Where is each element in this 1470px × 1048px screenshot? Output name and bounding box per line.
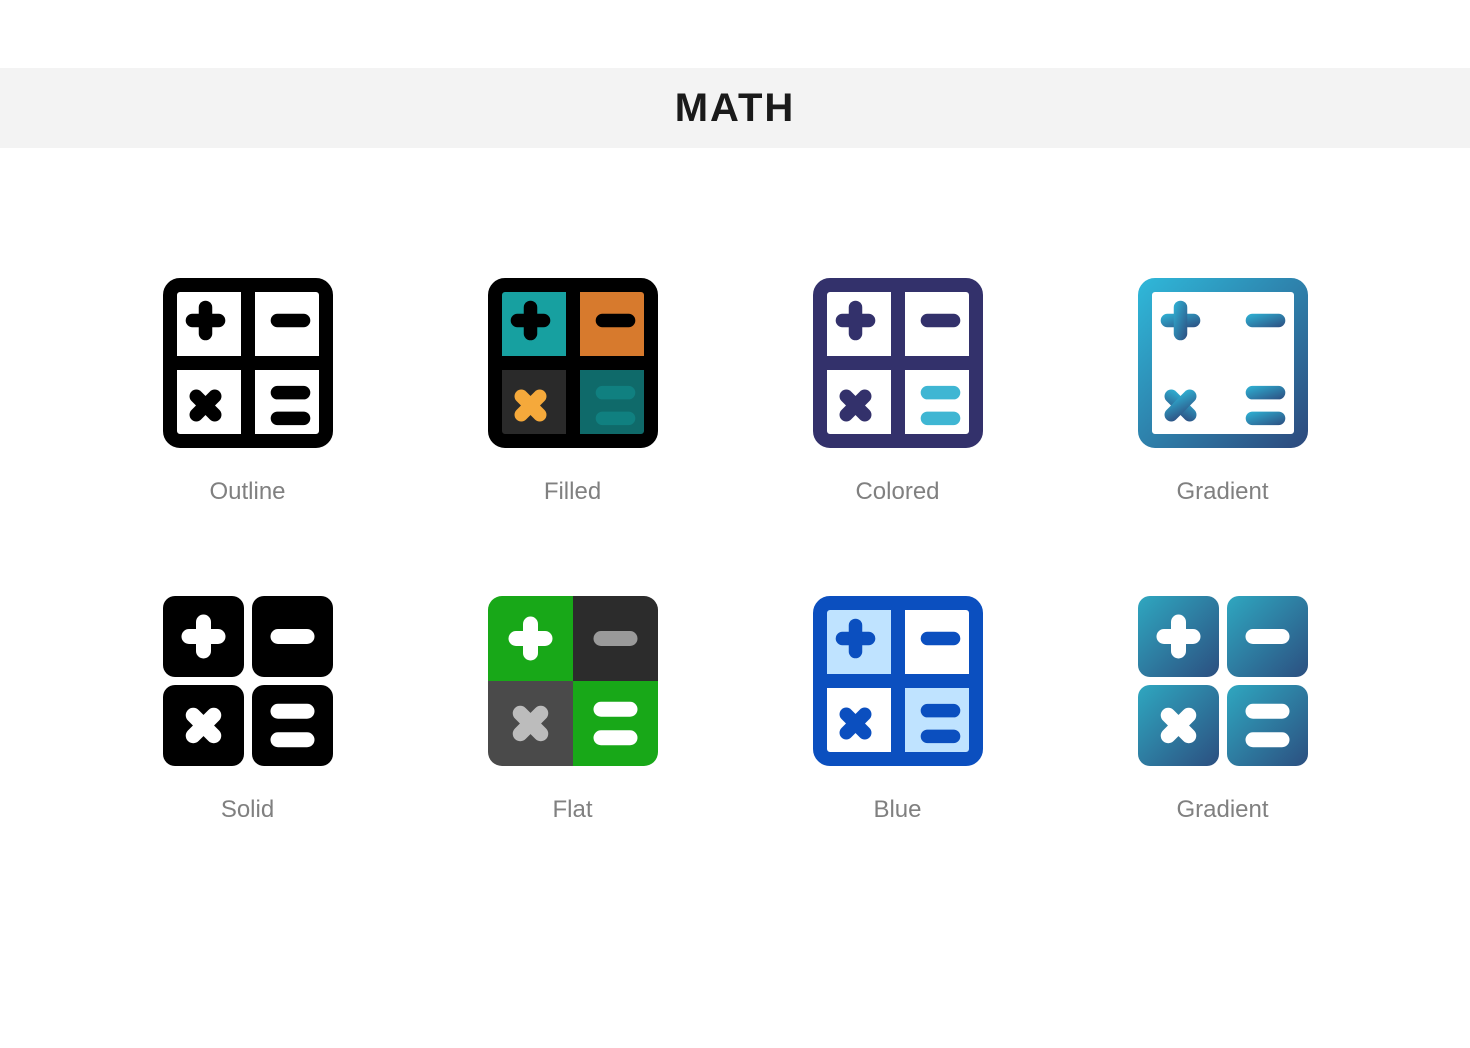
math-icon-gradient2: [1138, 596, 1308, 766]
math-icon-flat: [488, 596, 658, 766]
icon-label: Colored: [855, 478, 939, 506]
icon-label: Blue: [873, 796, 921, 824]
icon-variant-colored: Colored: [785, 278, 1010, 506]
icon-label: Solid: [221, 796, 274, 824]
math-icon-outline: [163, 278, 333, 448]
math-icon-blue: [813, 596, 983, 766]
icon-variant-blue: Blue: [785, 596, 1010, 824]
page-title: MATH: [675, 86, 796, 131]
icon-variant-solid: Solid: [135, 596, 360, 824]
icon-label: Flat: [552, 796, 592, 824]
math-icon-solid: [163, 596, 333, 766]
icon-label: Gradient: [1176, 796, 1268, 824]
math-icon-gradient1: [1138, 278, 1308, 448]
icon-variant-gradient2: Gradient: [1110, 596, 1335, 824]
icon-variant-flat: Flat: [460, 596, 685, 824]
icon-variant-filled: Filled: [460, 278, 685, 506]
header-band: MATH: [0, 68, 1470, 148]
icon-label: Filled: [544, 478, 601, 506]
icon-label: Outline: [209, 478, 285, 506]
icon-variant-outline: Outline: [135, 278, 360, 506]
math-icon-colored: [813, 278, 983, 448]
icon-label: Gradient: [1176, 478, 1268, 506]
icon-grid: Outline Filled Colored Gradient Solid Flat Blu…: [135, 278, 1335, 824]
icon-variant-gradient1: Gradient: [1110, 278, 1335, 506]
math-icon-filled: [488, 278, 658, 448]
